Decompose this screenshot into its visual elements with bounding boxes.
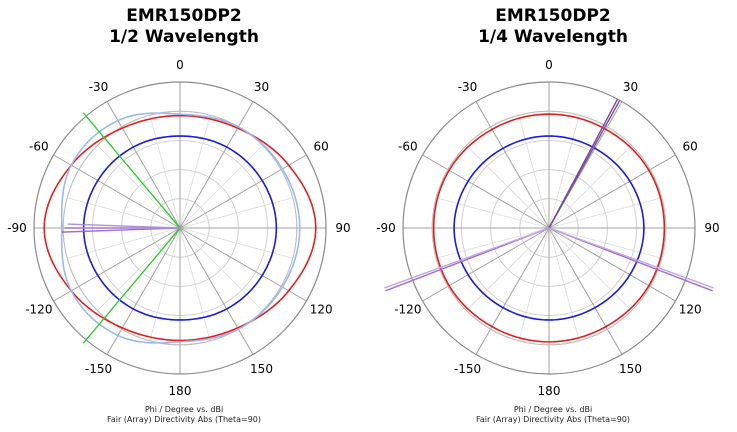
grid-spoke (106, 227, 181, 355)
angle-tick-label: -30 (458, 80, 478, 94)
grid-spoke-minor (149, 227, 181, 341)
grid-spoke (422, 227, 550, 302)
chart-title-line1: EMR150DP2 (495, 6, 611, 26)
angle-tick-label: 30 (623, 80, 638, 94)
chart-panel-half-wavelength: EMR150DP2 1/2 Wavelength 0 30 60 90 120 150 18… (0, 0, 368, 432)
chart-title: EMR150DP2 1/4 Wavelength (369, 6, 737, 48)
angle-tick-label: 150 (619, 362, 642, 376)
angle-tick-label: 60 (683, 140, 698, 154)
chart-caption-line2: Fair (Array) Directivity Abs (Theta=90) (475, 415, 630, 424)
grid-spoke-minor (179, 197, 293, 229)
grid-spoke (179, 101, 254, 229)
grid-spoke-minor (97, 145, 181, 229)
grid-spoke-minor (67, 227, 181, 259)
grid-spoke-minor (466, 227, 550, 311)
grid-spoke (179, 154, 307, 229)
chart-title: EMR150DP2 1/2 Wavelength (0, 6, 368, 48)
grid-spoke-minor (548, 197, 662, 229)
chart-caption-line1: Phi / Degree vs. dBi (144, 405, 224, 414)
chart-caption: Phi / Degree vs. dBi Fair (Array) Direct… (0, 405, 368, 425)
angle-tick-label: -60 (398, 140, 418, 154)
grid-spoke-minor (179, 115, 211, 229)
angle-tick-label: -150 (454, 362, 481, 376)
grid-spoke (548, 227, 676, 302)
chart-title-line1: EMR150DP2 (126, 6, 242, 26)
chart-panel-quarter-wavelength: EMR150DP2 1/4 Wavelength 0 30 60 90 120 150 18… (369, 0, 737, 432)
grid-spoke (548, 227, 623, 355)
grid-spoke-minor (179, 227, 293, 259)
grid-ring-outer (62, 110, 298, 346)
angle-tick-label: -90 (7, 221, 27, 235)
angle-tick-label: -30 (89, 80, 109, 94)
series-ray-3 (82, 112, 181, 229)
grid-spoke (106, 101, 181, 229)
grid-spoke-minor (97, 227, 181, 311)
series-ray-4 (384, 227, 550, 289)
grid-spoke-minor (548, 227, 632, 311)
series-curve-1 (453, 135, 645, 321)
angle-tick-label: -120 (394, 303, 421, 317)
grid-spoke (475, 101, 550, 229)
angle-tick-label: -60 (29, 140, 49, 154)
grid-spoke-minor (179, 145, 263, 229)
polar-boundary (33, 81, 327, 375)
polar-plot: 0 30 60 90 120 150 180 -150 -120 -90 -60 -30 (376, 58, 719, 398)
grid-spoke (422, 154, 550, 229)
grid-spoke-minor (466, 145, 550, 229)
angle-tick-label: 180 (538, 384, 561, 398)
grid-spoke-minor (548, 227, 662, 259)
grid-spoke (475, 227, 550, 355)
grid-spoke-minor (548, 115, 580, 229)
chart-title-line2: 1/4 Wavelength (478, 27, 628, 47)
angle-tick-label: 30 (254, 80, 269, 94)
angle-tick-label: 60 (314, 140, 329, 154)
grid-spoke-minor (67, 197, 181, 229)
polar-plot: 0 30 60 90 120 150 180 -150 -120 -90 -60 -30 (7, 58, 350, 398)
angle-tick-label: 90 (335, 221, 350, 235)
polar-boundary (402, 81, 696, 375)
chart-caption-line2: Fair (Array) Directivity Abs (Theta=90) (106, 415, 261, 424)
grid-spoke-minor (436, 227, 550, 259)
chart-caption: Phi / Degree vs. dBi Fair (Array) Direct… (369, 405, 737, 425)
chart-title-line2: 1/2 Wavelength (109, 27, 259, 47)
grid-spoke-minor (149, 115, 181, 229)
grid-spoke (548, 154, 676, 229)
angle-tick-label: -120 (25, 303, 52, 317)
grid-spoke (179, 227, 307, 302)
angle-tick-label: 180 (169, 384, 192, 398)
grid-spoke-minor (548, 227, 580, 341)
grid-spoke-minor (179, 227, 263, 311)
angle-tick-label: 90 (704, 221, 719, 235)
series-ray-3 (82, 227, 181, 344)
angle-tick-label: -150 (85, 362, 112, 376)
series-curve-2 (82, 135, 278, 321)
grid-spoke-minor (548, 145, 632, 229)
grid-spoke-minor (518, 227, 550, 341)
series-curve-1 (60, 112, 301, 344)
grid-ring-outer (431, 110, 667, 346)
grid-spoke (53, 227, 181, 302)
angle-tick-label: -90 (376, 221, 396, 235)
grid-spoke (53, 154, 181, 229)
series-curve-0 (432, 113, 666, 343)
grid-spoke-minor (179, 227, 211, 341)
angle-tick-label: 120 (310, 303, 333, 317)
angle-tick-label: 0 (545, 58, 553, 72)
series-ray-2 (548, 99, 621, 229)
angle-tick-label: 150 (250, 362, 273, 376)
angle-tick-label: 0 (176, 58, 184, 72)
grid-spoke-minor (518, 115, 550, 229)
grid-spoke (179, 227, 254, 355)
chart-caption-line1: Phi / Degree vs. dBi (513, 405, 593, 414)
angle-tick-label: 120 (679, 303, 702, 317)
series-ray-4 (548, 227, 714, 289)
grid-spoke-minor (436, 197, 550, 229)
